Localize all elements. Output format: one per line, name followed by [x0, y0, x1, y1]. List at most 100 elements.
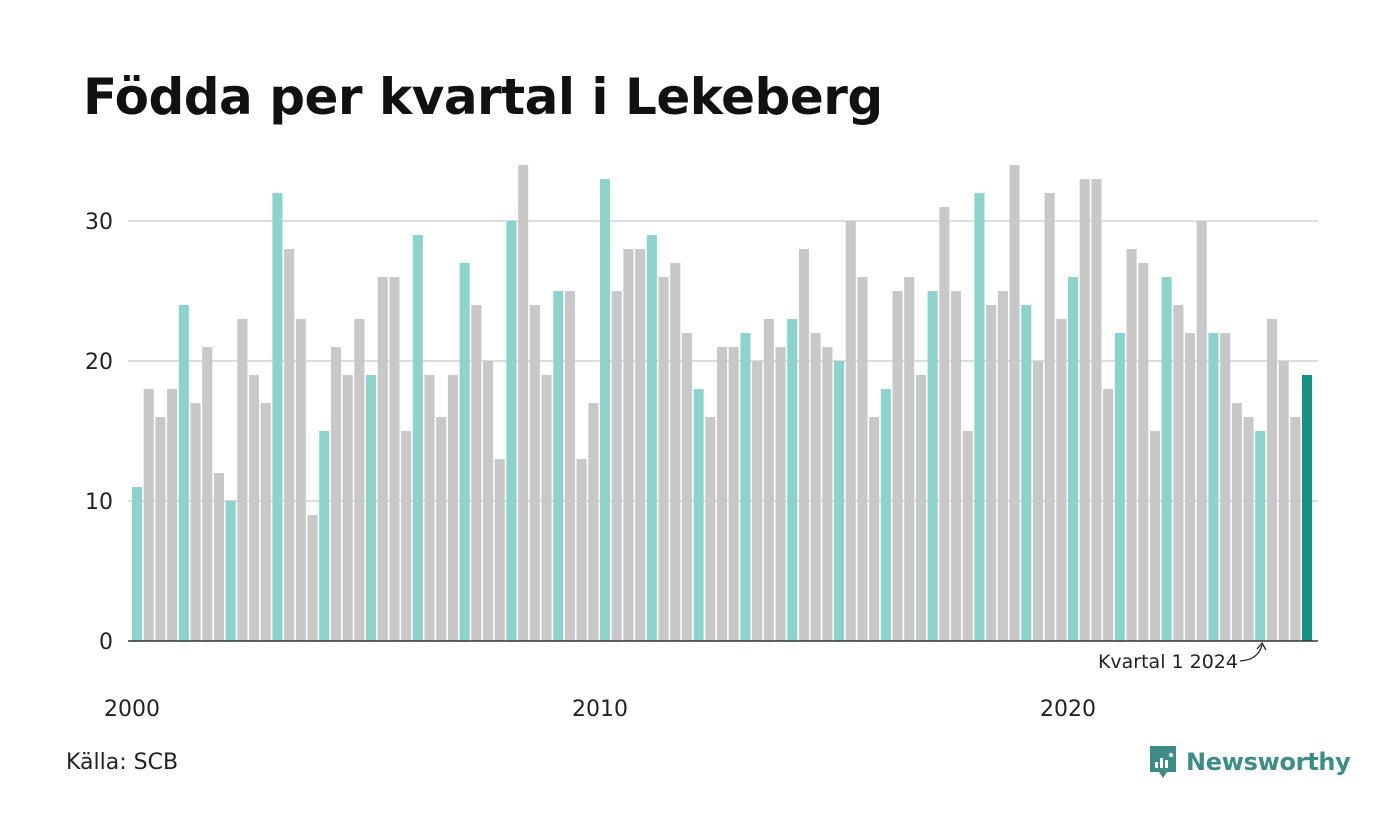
- bar-2013-q4: [775, 347, 786, 641]
- bar-2023-q1: [1208, 333, 1219, 641]
- bar-2010-q3: [623, 249, 634, 641]
- newsworthy-logo: Newsworthy: [1148, 744, 1351, 780]
- x-tick-label: 2000: [104, 697, 160, 722]
- bar-2022-q3: [1185, 333, 1196, 641]
- bar-2025-q1: [1302, 375, 1313, 641]
- bar-2006-q1: [412, 235, 423, 641]
- chart-title: Födda per kvartal i Lekeberg: [83, 68, 883, 126]
- newsworthy-logo-text: Newsworthy: [1186, 748, 1351, 776]
- bar-2017-q4: [962, 431, 973, 641]
- bar-2024-q4: [1290, 417, 1301, 641]
- bar-2001-q3: [202, 347, 213, 641]
- bar-2011-q1: [646, 235, 657, 641]
- bar-2016-q1: [880, 389, 891, 641]
- bar-2001-q2: [190, 403, 201, 641]
- bar-2004-q4: [354, 319, 365, 641]
- bar-2009-q2: [564, 291, 575, 641]
- bar-2021-q2: [1126, 249, 1137, 641]
- bar-2023-q2: [1220, 333, 1231, 641]
- bar-2016-q4: [915, 375, 926, 641]
- bar-2005-q2: [377, 277, 388, 641]
- bar-2006-q2: [424, 375, 435, 641]
- bar-2015-q4: [869, 417, 880, 641]
- bar-2022-q2: [1173, 305, 1184, 641]
- x-axis-ticks: 2000 2010 2020: [104, 697, 1096, 722]
- bar-2008-q4: [541, 375, 552, 641]
- bar-2007-q2: [471, 305, 482, 641]
- bar-2010-q4: [635, 249, 646, 641]
- y-axis-ticks: 0 10 20 30: [85, 210, 113, 655]
- bar-2010-q1: [600, 179, 611, 641]
- bar-2012-q2: [705, 417, 716, 641]
- bars: [132, 165, 1313, 641]
- bar-2014-q3: [810, 333, 821, 641]
- bar-2013-q2: [752, 361, 763, 641]
- bar-2015-q3: [857, 277, 868, 641]
- bar-2018-q2: [986, 305, 997, 641]
- bar-2009-q4: [588, 403, 599, 641]
- bar-2009-q1: [553, 291, 564, 641]
- bar-2003-q3: [295, 319, 306, 641]
- bar-2024-q1: [1255, 431, 1266, 641]
- bar-2011-q3: [670, 263, 681, 641]
- bar-2005-q4: [401, 431, 412, 641]
- bar-2001-q1: [178, 305, 189, 641]
- bar-2014-q1: [787, 319, 798, 641]
- bar-2015-q2: [845, 221, 856, 641]
- bar-2004-q1: [319, 431, 330, 641]
- y-tick-label: 0: [99, 630, 113, 655]
- annotation-arrow: [1239, 641, 1267, 662]
- y-tick-label: 20: [85, 350, 113, 375]
- bar-2017-q3: [951, 291, 962, 641]
- bar-2020-q2: [1079, 179, 1090, 641]
- bar-2021-q1: [1114, 333, 1125, 641]
- bar-2023-q3: [1231, 403, 1242, 641]
- bar-2024-q2: [1266, 319, 1277, 641]
- bar-2010-q2: [611, 291, 622, 641]
- bar-2019-q1: [1021, 305, 1032, 641]
- bar-2005-q3: [389, 277, 400, 641]
- bar-2016-q2: [892, 291, 903, 641]
- bar-2016-q3: [904, 277, 915, 641]
- bar-2008-q1: [506, 221, 517, 641]
- x-tick-label: 2020: [1040, 697, 1096, 722]
- bar-2021-q4: [1149, 431, 1160, 641]
- bar-2002-q1: [225, 501, 236, 641]
- bar-2024-q3: [1278, 361, 1289, 641]
- bar-2006-q4: [447, 375, 458, 641]
- bar-2020-q1: [1068, 277, 1079, 641]
- annotation-label: Kvartal 1 2024: [1098, 651, 1238, 673]
- bar-2002-q4: [260, 403, 271, 641]
- bar-2019-q2: [1032, 361, 1043, 641]
- bar-2004-q2: [330, 347, 341, 641]
- bar-2009-q3: [576, 459, 587, 641]
- bar-2007-q4: [494, 459, 505, 641]
- bar-2002-q3: [249, 375, 260, 641]
- bar-2021-q3: [1138, 263, 1149, 641]
- bar-2019-q3: [1044, 193, 1055, 641]
- source-note: Källa: SCB: [66, 750, 179, 775]
- bar-2011-q4: [681, 333, 692, 641]
- bar-2020-q4: [1103, 389, 1114, 641]
- y-tick-label: 30: [85, 210, 113, 235]
- bar-2023-q4: [1243, 417, 1254, 641]
- bar-2022-q4: [1196, 221, 1207, 641]
- x-tick-label: 2010: [572, 697, 628, 722]
- bar-2015-q1: [834, 361, 845, 641]
- bar-2005-q1: [366, 375, 377, 641]
- bar-2012-q3: [717, 347, 728, 641]
- bar-2017-q1: [927, 291, 938, 641]
- bar-2007-q3: [483, 361, 494, 641]
- y-tick-label: 10: [85, 490, 113, 515]
- bar-2013-q1: [740, 333, 751, 641]
- bar-2011-q2: [658, 277, 669, 641]
- bar-2000-q3: [155, 417, 166, 641]
- bar-2006-q3: [436, 417, 447, 641]
- bar-2018-q1: [974, 193, 985, 641]
- bar-2000-q4: [167, 389, 178, 641]
- bar-2019-q4: [1056, 319, 1067, 641]
- bar-2007-q1: [459, 263, 470, 641]
- bar-2014-q4: [822, 347, 833, 641]
- bar-2001-q4: [213, 473, 224, 641]
